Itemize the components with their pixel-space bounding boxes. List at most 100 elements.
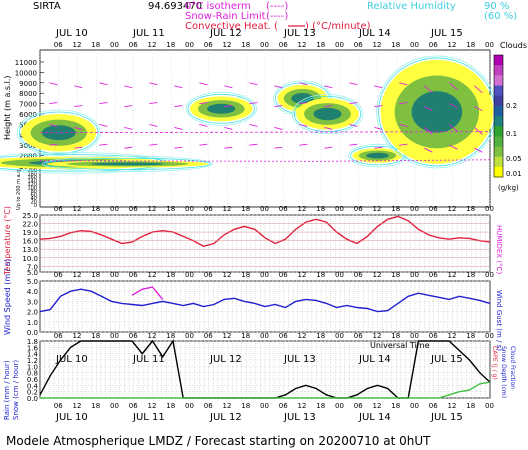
agl-tick-label: 180 (27, 172, 37, 178)
hours-bottom-rain: 06 (279, 402, 288, 410)
wind-arrow (274, 105, 283, 108)
hours-top-wind: 12 (223, 271, 232, 279)
hours-top-temp: 12 (148, 205, 157, 213)
hour-label-top: 00 (410, 41, 419, 49)
agl-tick-label: 100 (27, 186, 37, 192)
wind-arrow (249, 102, 258, 105)
agl-tick-label: 40 (31, 196, 37, 202)
panels: JUL 10 JUL 10 JUL 11 JUL 11 JUL 12 JUL 12 JUL … (0, 28, 527, 423)
wind-ytick-label: 5.0 (27, 278, 38, 286)
snowrain-legend-symbol: (----) (266, 11, 288, 22)
hours-top-temp: 12 (223, 205, 232, 213)
hours-top-wind: 00 (335, 271, 344, 279)
agl-tick-label: 140 (27, 179, 37, 185)
day-label-top: JUL 12 (209, 28, 242, 39)
wind-arrow (324, 85, 333, 89)
wind-arrow (399, 102, 408, 105)
temperature-ytick-label: 22.0 (22, 221, 38, 229)
wind-arrow (399, 82, 408, 86)
wind-arrow (99, 123, 108, 127)
rain-series-1 (40, 381, 491, 399)
hours-bottom-rain: 18 (166, 402, 175, 410)
hours-top-temp: 18 (91, 205, 100, 213)
wind-arrow (374, 126, 383, 130)
agl-tick-label: 120 (27, 182, 37, 188)
wind-ytick-label: 1.0 (27, 319, 38, 327)
hours-bottom-rain: 06 (204, 402, 213, 410)
snowrain-line (39, 159, 491, 162)
hours-bottom-rain: 18 (91, 402, 100, 410)
convective-heating-unit: ) (°C/minute) (305, 21, 371, 32)
height-tick-label: 6000 (19, 111, 37, 119)
wind-arrow (174, 126, 183, 130)
wind-arrow (124, 105, 133, 108)
hour-label-top: 12 (223, 41, 232, 49)
rh90-contour (350, 145, 405, 166)
day-label-rain-top: JUL 12 (209, 354, 242, 365)
hours-top-rain: 12 (448, 332, 457, 340)
site-name: SIRTA (33, 1, 61, 12)
rain-ytick-label: 1.0 (27, 363, 38, 371)
hours-top-rain: 18 (466, 332, 475, 340)
rh-60-legend: (60 %) (484, 11, 517, 22)
hours-top-wind: 00 (110, 271, 119, 279)
wind-arrow (274, 126, 283, 130)
wind-arrow (149, 82, 158, 86)
wind-arrow (449, 124, 458, 132)
wind-arrow (124, 126, 133, 130)
wind-arrow (424, 127, 433, 135)
temperature-ytick-label: 7.0 (27, 263, 38, 271)
colorbar-title: Clouds (500, 41, 527, 50)
hours-top-temp: 18 (466, 205, 475, 213)
wind-gust-ylabel: Wind Gust (m / s) (495, 290, 503, 351)
hours-bottom-rain: 00 (185, 402, 194, 410)
wind-arrow (349, 123, 358, 127)
wind-arrow (74, 146, 83, 149)
rain-ylabel: Rain (mm / hour) (3, 360, 11, 420)
colorbar-cell (494, 85, 503, 97)
rain-ytick-label: 0.0 (27, 395, 38, 403)
hour-label-top: 12 (373, 41, 382, 49)
wind-arrow (74, 126, 83, 130)
hours-top-temp: 00 (410, 205, 419, 213)
day-label-top: JUL 15 (430, 28, 463, 39)
colorbar-cell (494, 146, 503, 158)
wind-arrow (299, 82, 308, 86)
temperature-ytick-label: 16.0 (22, 238, 38, 246)
hour-label-top: 12 (298, 41, 307, 49)
hours-top-temp: 12 (298, 205, 307, 213)
wind-ytick-label: 3.0 (27, 298, 38, 306)
hour-label-top: 18 (241, 41, 250, 49)
cloud-fill-dense (313, 107, 342, 121)
colorbar-label: 0.01 (506, 170, 522, 178)
wind-series-0 (39, 288, 491, 313)
wind-arrow (249, 123, 258, 127)
wind-arrow (399, 143, 408, 146)
hours-top-wind: 12 (373, 271, 382, 279)
day-label-rain-top: JUL 13 (283, 354, 316, 365)
day-label-rain-top: JUL 14 (358, 354, 391, 365)
hour-label-top: 12 (148, 41, 157, 49)
wind-arrow (349, 143, 358, 146)
wind-ylabel: Wind Speed (m / s) (3, 259, 12, 335)
agl-tick-label: 200 (27, 168, 37, 174)
hours-top-wind: 18 (316, 271, 325, 279)
wind-arrow (249, 143, 258, 146)
agl-tick-label: 0 (34, 203, 37, 209)
hours-bottom-rain: 06 (354, 402, 363, 410)
wind-arrow (449, 82, 458, 91)
hours-top-wind: 12 (148, 271, 157, 279)
wind-arrow (199, 123, 208, 127)
wind-arrow (474, 106, 483, 112)
snowdepth-ylabel: Snow Depth (cm) (500, 346, 507, 398)
height-tick-label: 2000 (19, 153, 37, 161)
height-tick-label: 9000 (19, 80, 37, 88)
colorbar-frame (493, 54, 504, 178)
wind-arrow (224, 85, 233, 89)
hours-top-wind: 18 (91, 271, 100, 279)
wind-arrow (324, 146, 333, 149)
wind-arrow (474, 85, 483, 94)
hours-top-rain: 18 (166, 332, 175, 340)
hour-label-top: 18 (91, 41, 100, 49)
wind-arrow (249, 82, 258, 86)
